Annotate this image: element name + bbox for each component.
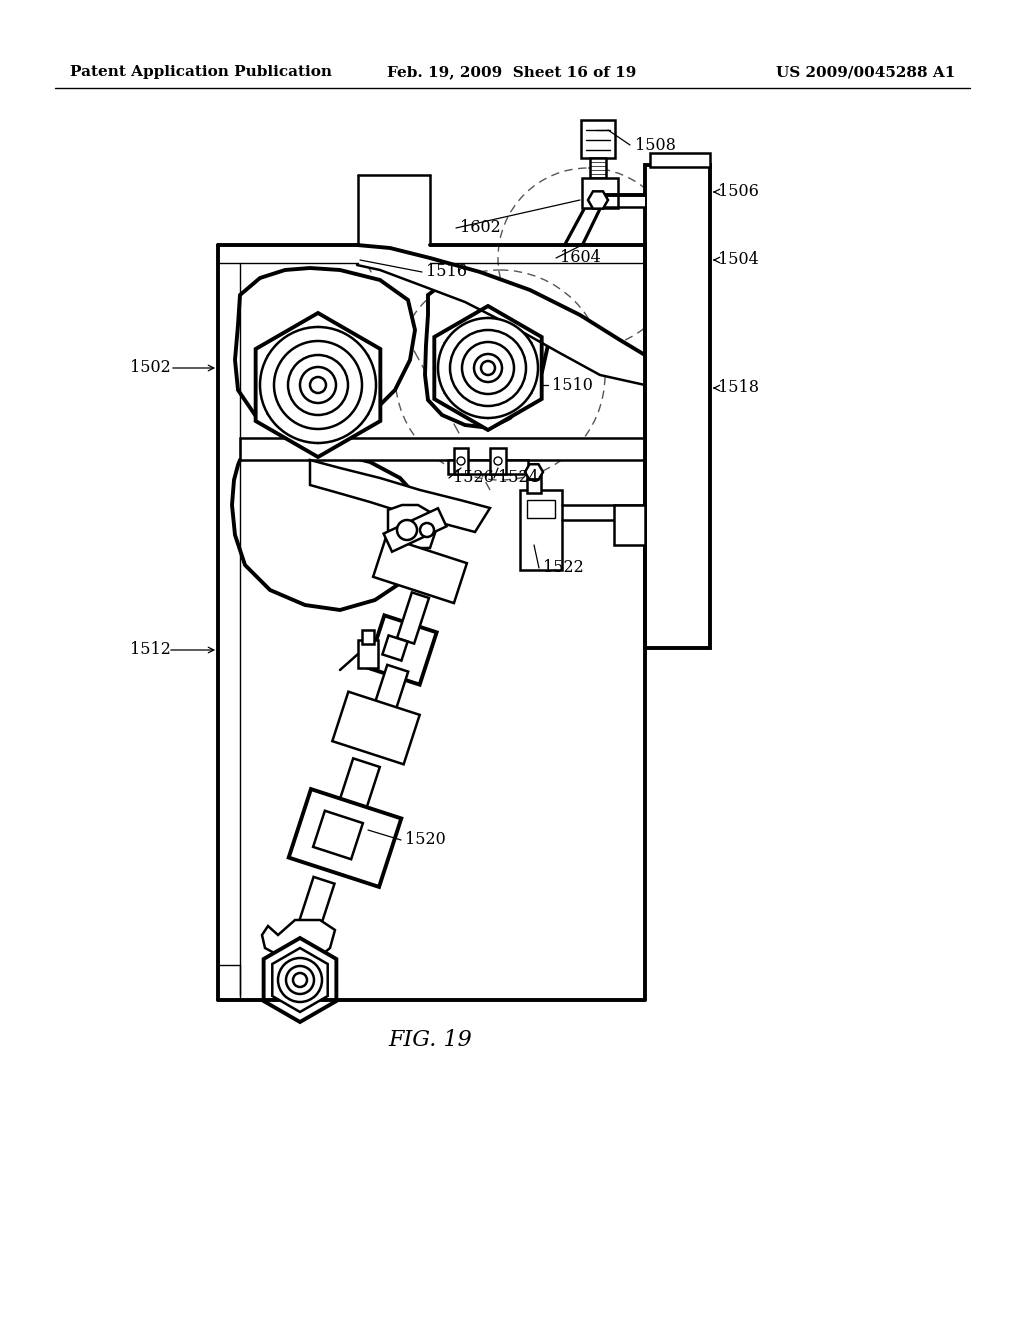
Polygon shape — [332, 758, 380, 832]
Text: 1516: 1516 — [426, 264, 467, 281]
Text: 1502: 1502 — [130, 359, 171, 376]
Text: 1510: 1510 — [552, 376, 593, 393]
Circle shape — [286, 966, 314, 994]
Bar — [590, 158, 606, 178]
Polygon shape — [373, 537, 467, 603]
Polygon shape — [565, 209, 600, 246]
Polygon shape — [372, 665, 409, 719]
Circle shape — [300, 367, 336, 403]
Bar — [490, 447, 506, 474]
Circle shape — [462, 342, 514, 393]
Circle shape — [310, 378, 326, 393]
Polygon shape — [272, 948, 328, 1012]
Polygon shape — [384, 508, 446, 552]
Bar — [520, 490, 562, 570]
Polygon shape — [263, 939, 336, 1022]
Text: 1512: 1512 — [130, 642, 171, 659]
Bar — [650, 153, 710, 168]
Bar — [240, 438, 645, 459]
Text: 1508: 1508 — [635, 136, 676, 153]
Text: Patent Application Publication: Patent Application Publication — [70, 65, 332, 79]
Polygon shape — [444, 318, 531, 418]
Circle shape — [274, 341, 362, 429]
Polygon shape — [425, 279, 548, 428]
Polygon shape — [600, 195, 645, 207]
Text: 1506: 1506 — [718, 183, 759, 201]
Bar — [645, 165, 710, 648]
Text: 1604: 1604 — [560, 249, 601, 267]
Circle shape — [457, 457, 465, 465]
Bar — [362, 630, 374, 644]
Polygon shape — [267, 327, 369, 444]
Polygon shape — [357, 246, 645, 385]
Polygon shape — [525, 465, 543, 479]
Bar — [358, 640, 378, 668]
Polygon shape — [298, 876, 335, 933]
Text: FIG. 19: FIG. 19 — [388, 1030, 472, 1051]
Bar — [581, 120, 615, 158]
Polygon shape — [368, 615, 436, 685]
Text: 1526: 1526 — [453, 470, 494, 487]
Text: 1520: 1520 — [406, 832, 445, 849]
Text: 1504: 1504 — [718, 252, 759, 268]
Circle shape — [278, 958, 322, 1002]
Text: 1522: 1522 — [543, 560, 584, 577]
Polygon shape — [333, 692, 420, 764]
Circle shape — [474, 354, 502, 381]
Polygon shape — [588, 191, 608, 209]
Circle shape — [420, 523, 434, 537]
Polygon shape — [256, 313, 380, 457]
Circle shape — [438, 318, 538, 418]
Text: Feb. 19, 2009  Sheet 16 of 19: Feb. 19, 2009 Sheet 16 of 19 — [387, 65, 637, 79]
Circle shape — [288, 355, 348, 414]
Bar — [582, 178, 618, 209]
Polygon shape — [289, 789, 401, 887]
Text: 1602: 1602 — [460, 219, 501, 236]
Bar — [449, 459, 528, 474]
Text: US 2009/0045288 A1: US 2009/0045288 A1 — [775, 65, 955, 79]
Polygon shape — [313, 810, 362, 859]
Circle shape — [260, 327, 376, 444]
Text: 1518: 1518 — [718, 380, 759, 396]
Circle shape — [397, 520, 417, 540]
Polygon shape — [234, 268, 415, 436]
Circle shape — [494, 457, 502, 465]
Polygon shape — [382, 635, 408, 660]
Text: 1524: 1524 — [498, 470, 539, 487]
Bar — [527, 500, 555, 517]
Circle shape — [450, 330, 526, 407]
Polygon shape — [262, 920, 335, 958]
Bar — [614, 506, 645, 545]
Polygon shape — [310, 459, 490, 532]
Bar — [527, 475, 541, 492]
Circle shape — [481, 360, 495, 375]
Circle shape — [293, 973, 307, 987]
Polygon shape — [232, 447, 430, 610]
Bar — [454, 447, 468, 474]
Polygon shape — [397, 593, 429, 644]
Polygon shape — [388, 506, 436, 548]
Polygon shape — [434, 306, 542, 430]
